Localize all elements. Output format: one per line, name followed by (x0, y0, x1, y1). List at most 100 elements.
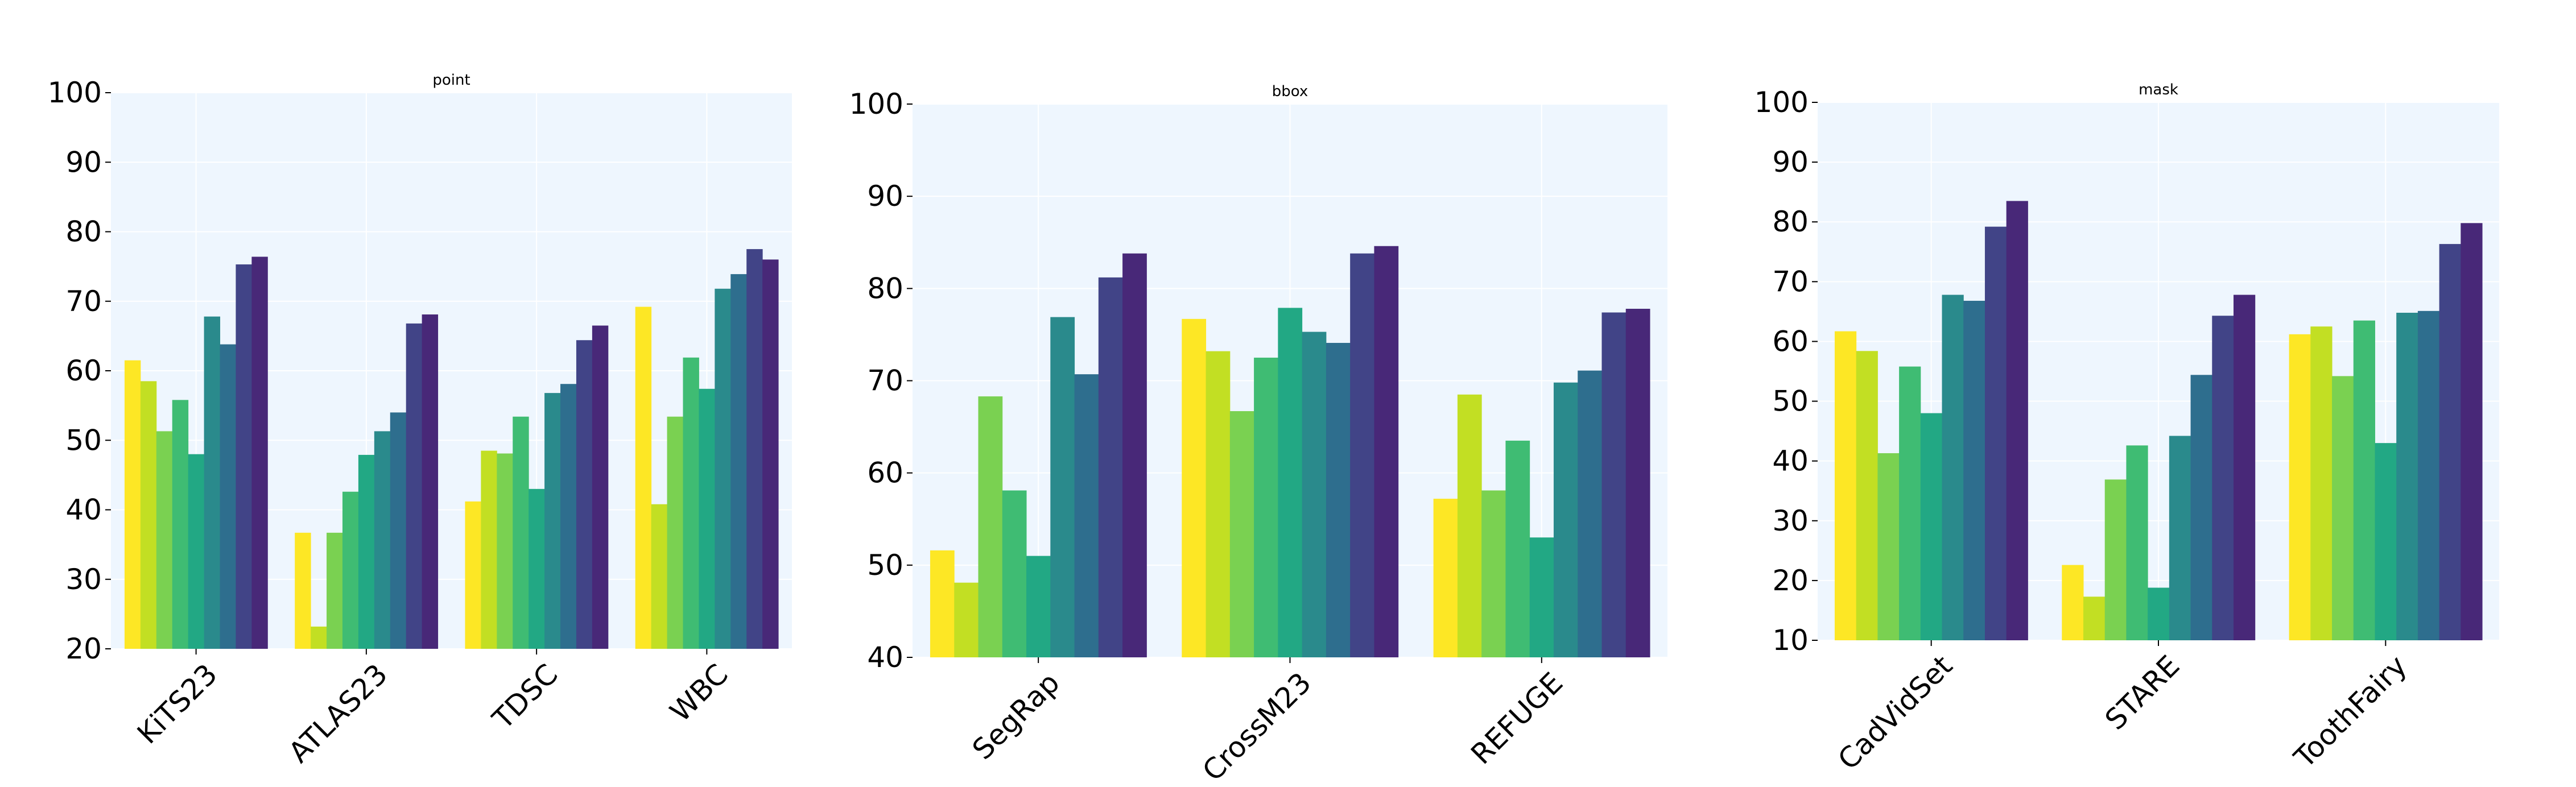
chart-title: point (432, 72, 470, 89)
bar (1457, 394, 1482, 657)
y-tick-label: 70 (65, 285, 102, 318)
bar (2396, 312, 2418, 640)
bar (762, 259, 779, 649)
y-tick-label: 30 (1772, 504, 1809, 537)
bar (930, 550, 955, 657)
bar (156, 431, 173, 649)
y-tick-label: 90 (65, 146, 102, 179)
bar (1074, 374, 1099, 657)
bar (1229, 411, 1254, 657)
bar (2006, 201, 2028, 640)
chart-panel-bbox: 40 50 60 70 80 90 100 SegRap CrossM23 REFUGE bbox (849, 83, 1667, 787)
bar (1050, 317, 1075, 657)
y-tick-label: 80 (1772, 205, 1809, 238)
bar (220, 344, 236, 649)
bar (1481, 490, 1506, 657)
bar (1350, 253, 1374, 658)
bar (188, 454, 205, 649)
bar (1529, 537, 1554, 657)
bar (683, 357, 699, 649)
y-tick-label: 20 (1772, 564, 1809, 597)
bar (2212, 316, 2234, 640)
bar (978, 396, 1003, 657)
bar (311, 626, 327, 649)
y-tick-label: 20 (65, 632, 102, 665)
y-tick-label: 100 (849, 88, 903, 121)
x-tick-label: REFUGE (1464, 666, 1569, 771)
bar (251, 256, 268, 649)
bar (1002, 490, 1027, 657)
bar (1026, 556, 1051, 657)
y-tick-label: 50 (65, 424, 102, 457)
bar (635, 306, 652, 649)
x-tick-label: CrossM23 (1196, 666, 1318, 787)
bar (529, 488, 545, 649)
chart-title: mask (2139, 81, 2178, 98)
bar (1433, 499, 1458, 657)
y-tick-label: 40 (65, 494, 102, 527)
bar (481, 450, 497, 649)
bar (1877, 453, 1900, 640)
y-tick-label: 60 (1772, 325, 1809, 358)
bar (1578, 370, 1603, 657)
bar (651, 504, 668, 649)
x-tick-label: CadVidSet (1832, 649, 1959, 776)
y-tick-label: 10 (1772, 624, 1809, 657)
bar (1254, 357, 1278, 657)
bar (667, 416, 683, 649)
bar (2169, 436, 2191, 640)
y-tick-label: 80 (65, 216, 102, 248)
bar (1302, 332, 1327, 657)
y-tick-label: 90 (867, 180, 903, 213)
bar (954, 582, 979, 657)
bar (342, 491, 359, 649)
bar (2104, 479, 2127, 640)
y-tick-label: 40 (867, 641, 903, 674)
bar (374, 431, 391, 649)
bar (746, 249, 763, 649)
y-tick-label: 50 (867, 549, 903, 582)
bar (1856, 351, 1878, 640)
bar (1899, 366, 1921, 640)
bar (576, 340, 593, 649)
chart-panel-mask: 10 20 30 40 50 60 70 80 90 100 CadVidSet STARE Tooth… (1755, 81, 2499, 776)
y-tick-label: 100 (1755, 86, 1809, 119)
bar (2310, 326, 2333, 640)
x-tick-label: KiTS23 (131, 657, 224, 750)
bar (236, 264, 252, 649)
bar (2375, 443, 2397, 640)
bar (1098, 277, 1123, 658)
bar (390, 412, 407, 649)
y-tick-label: 80 (867, 272, 903, 305)
bar (730, 274, 747, 649)
bar (2126, 445, 2148, 640)
bar (497, 453, 513, 649)
x-tick-label: WBC (664, 657, 734, 728)
bar (204, 316, 221, 649)
bar (358, 454, 375, 649)
bar (2461, 223, 2483, 640)
y-tick-label: 90 (1772, 146, 1809, 179)
bar (1374, 246, 1399, 657)
y-tick-label: 70 (1772, 265, 1809, 298)
bar (2234, 295, 2256, 640)
bar (422, 314, 439, 649)
x-tick-label: ATLAS23 (282, 657, 394, 769)
bar (140, 381, 157, 649)
bar (513, 416, 529, 649)
bar (560, 384, 577, 649)
y-tick-label: 70 (867, 364, 903, 397)
y-tick-label: 60 (65, 354, 102, 387)
bar (1505, 440, 1530, 657)
bar (2062, 565, 2084, 640)
bar (2353, 320, 2375, 640)
bar (1122, 253, 1147, 658)
bar (1601, 312, 1626, 657)
bar (1625, 309, 1650, 657)
bar (2439, 244, 2461, 640)
bar (1984, 226, 2007, 640)
chart-title: bbox (1272, 83, 1308, 100)
bar (1834, 331, 1857, 640)
bar (1182, 318, 1207, 657)
